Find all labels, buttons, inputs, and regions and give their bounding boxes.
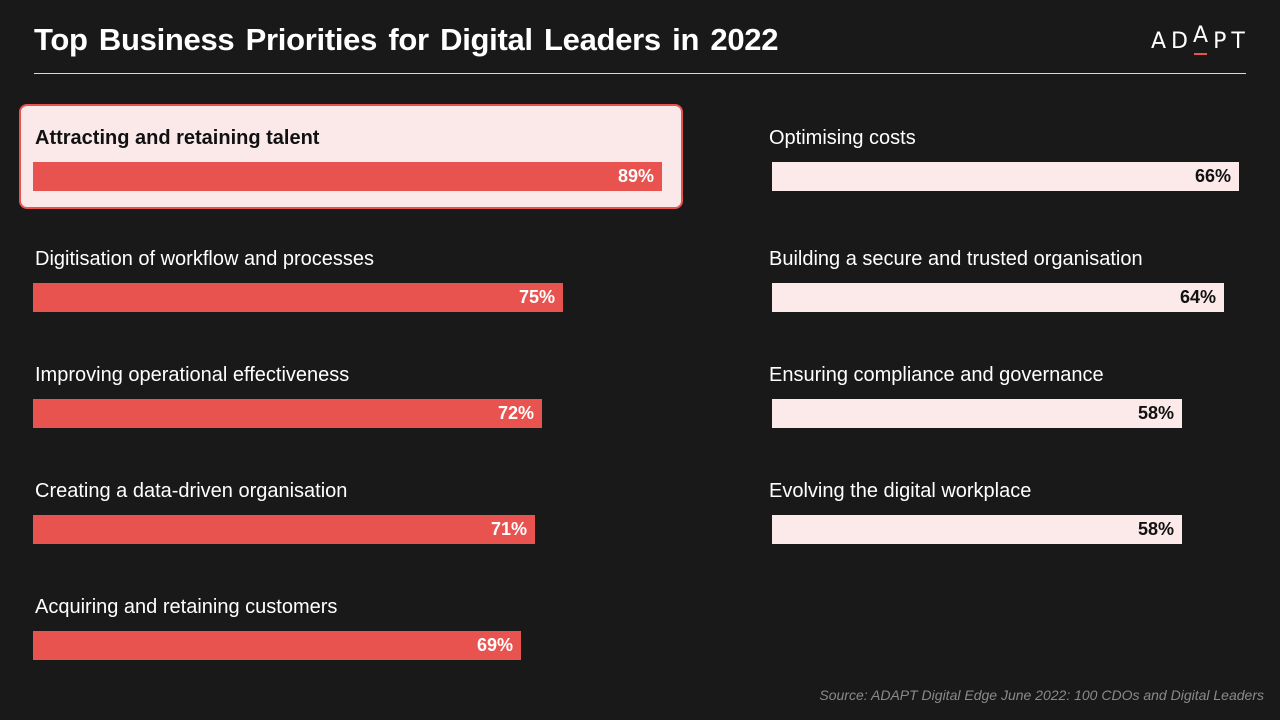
value-label-digitisation-of-workflow-and-processes: 75% bbox=[518, 287, 555, 307]
logo-text-start: AD bbox=[1151, 29, 1193, 54]
category-label-improving-operational-effectiveness: Improving operational effectiveness bbox=[35, 364, 350, 386]
highlight-box bbox=[19, 104, 683, 209]
bar-creating-a-data-driven-organisation: 71% bbox=[33, 515, 535, 544]
category-label-building-a-secure-and-trusted-organisation: Building a secure and trusted organisati… bbox=[769, 248, 1143, 270]
category-label-attracting-and-retaining-talent: Attracting and retaining talent bbox=[35, 127, 320, 149]
category-label-evolving-the-digital-workplace: Evolving the digital workplace bbox=[769, 480, 1032, 502]
page-title: Top Business Priorities for Digital Lead… bbox=[34, 22, 779, 57]
value-label-creating-a-data-driven-organisation: 71% bbox=[490, 519, 527, 539]
value-label-building-a-secure-and-trusted-organisation: 64% bbox=[1179, 287, 1216, 307]
category-label-acquiring-and-retaining-customers: Acquiring and retaining customers bbox=[35, 596, 338, 618]
logo-a-mark: A bbox=[1193, 23, 1213, 55]
bar-acquiring-and-retaining-customers: 69% bbox=[33, 631, 521, 660]
bar-building-a-secure-and-trusted-organisation: 64% bbox=[772, 283, 1224, 312]
bar-attracting-and-retaining-talent: 89% bbox=[33, 162, 662, 191]
value-label-attracting-and-retaining-talent: 89% bbox=[617, 166, 654, 186]
value-label-improving-operational-effectiveness: 72% bbox=[497, 403, 534, 423]
source-note: Source: ADAPT Digital Edge June 2022: 10… bbox=[819, 687, 1264, 703]
category-label-creating-a-data-driven-organisation: Creating a data-driven organisation bbox=[35, 480, 348, 502]
bar-optimising-costs: 66% bbox=[772, 162, 1239, 191]
value-label-evolving-the-digital-workplace: 58% bbox=[1137, 519, 1174, 539]
logo-text-end: PT bbox=[1213, 29, 1250, 54]
logo-underline bbox=[1194, 53, 1208, 55]
bar-digitisation-of-workflow-and-processes: 75% bbox=[33, 283, 563, 312]
bar-ensuring-compliance-and-governance: 58% bbox=[772, 399, 1182, 428]
category-label-optimising-costs: Optimising costs bbox=[769, 127, 916, 149]
adapt-logo: ADA PT bbox=[1151, 23, 1250, 55]
value-label-ensuring-compliance-and-governance: 58% bbox=[1137, 403, 1174, 423]
bar-evolving-the-digital-workplace: 58% bbox=[772, 515, 1182, 544]
value-label-acquiring-and-retaining-customers: 69% bbox=[476, 635, 513, 655]
title-divider bbox=[34, 73, 1246, 74]
category-label-ensuring-compliance-and-governance: Ensuring compliance and governance bbox=[769, 364, 1104, 386]
value-label-optimising-costs: 66% bbox=[1194, 166, 1231, 186]
bar-improving-operational-effectiveness: 72% bbox=[33, 399, 542, 428]
logo-text-mark: A bbox=[1193, 23, 1214, 48]
category-label-digitisation-of-workflow-and-processes: Digitisation of workflow and processes bbox=[35, 248, 375, 270]
